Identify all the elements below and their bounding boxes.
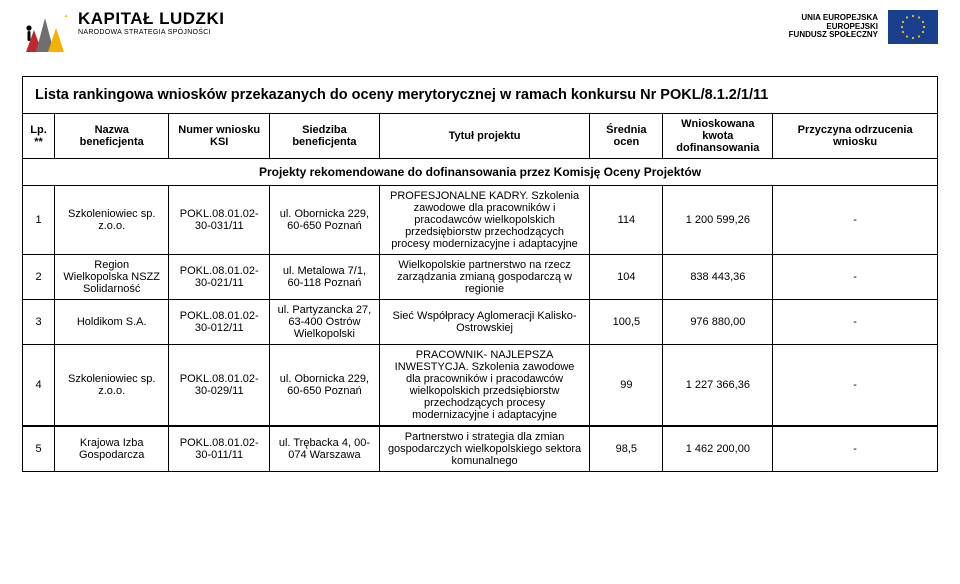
cell-amount: 838 443,36 <box>663 255 773 300</box>
cell-tit: PRACOWNIK- NAJLEPSZA INWESTYCJA. Szkolen… <box>379 345 589 427</box>
eu-text: UNIA EUROPEJSKA EUROPEJSKI FUNDUSZ SPOŁE… <box>789 14 878 40</box>
eu-line3: FUNDUSZ SPOŁECZNY <box>789 31 878 40</box>
table-header-row: Lp.** Nazwa beneficjenta Numer wniosku K… <box>23 114 938 159</box>
logo-left-line1: KAPITAŁ LUDZKI <box>78 10 224 28</box>
subheader-text: Projekty rekomendowane do dofinansowania… <box>23 159 938 186</box>
cell-ksi: POKL.08.01.02-30-012/11 <box>169 300 270 345</box>
cell-tit: Sieć Współpracy Aglomeracji Kalisko- Ost… <box>379 300 589 345</box>
cell-ksi: POKL.08.01.02-30-029/11 <box>169 345 270 427</box>
col-ksi: Numer wniosku KSI <box>169 114 270 159</box>
cell-addr: ul. Obornicka 229, 60-650 Poznań <box>270 345 380 427</box>
cell-reject: - <box>773 345 938 427</box>
cell-reject: - <box>773 426 938 472</box>
table-row: 1 Szkoleniowiec sp. z.o.o. POKL.08.01.02… <box>23 186 938 255</box>
cell-lp: 2 <box>23 255 55 300</box>
cell-reject: - <box>773 300 938 345</box>
table-row: 3 Holdikom S.A. POKL.08.01.02-30-012/11 … <box>23 300 938 345</box>
table-row: 2 Region Wielkopolska NSZZ Solidarność P… <box>23 255 938 300</box>
cell-addr: ul. Trębacka 4, 00-074 Warszawa <box>270 426 380 472</box>
cell-tit: PROFESJONALNE KADRY. Szkolenia zawodowe … <box>379 186 589 255</box>
cell-addr: ul. Partyzancka 27, 63-400 Ostrów Wielko… <box>270 300 380 345</box>
table-subheader: Projekty rekomendowane do dofinansowania… <box>23 159 938 186</box>
cell-ben: Holdikom S.A. <box>55 300 169 345</box>
cell-amount: 976 880,00 <box>663 300 773 345</box>
ranking-table: Lp.** Nazwa beneficjenta Numer wniosku K… <box>22 113 938 472</box>
page: KAPITAŁ LUDZKI NARODOWA STRATEGIA SPÓJNO… <box>0 0 960 584</box>
col-lp: Lp.** <box>23 114 55 159</box>
table-row: 5 Krajowa Izba Gospodarcza POKL.08.01.02… <box>23 426 938 472</box>
col-addr: Siedziba beneficjenta <box>270 114 380 159</box>
logo-right: UNIA EUROPEJSKA EUROPEJSKI FUNDUSZ SPOŁE… <box>789 10 938 44</box>
cell-ben: Region Wielkopolska NSZZ Solidarność <box>55 255 169 300</box>
col-amount: Wnioskowana kwota dofinansowania <box>663 114 773 159</box>
cell-lp: 1 <box>23 186 55 255</box>
cell-ksi: POKL.08.01.02-30-011/11 <box>169 426 270 472</box>
cell-score: 104 <box>590 255 663 300</box>
col-beneficiary: Nazwa beneficjenta <box>55 114 169 159</box>
cell-ksi: POKL.08.01.02-30-021/11 <box>169 255 270 300</box>
cell-ben: Szkoleniowiec sp. z.o.o. <box>55 186 169 255</box>
table-row: 4 Szkoleniowiec sp. z.o.o. POKL.08.01.02… <box>23 345 938 427</box>
cell-addr: ul. Metalowa 7/1, 60-118 Poznań <box>270 255 380 300</box>
cell-lp: 5 <box>23 426 55 472</box>
cell-score: 99 <box>590 345 663 427</box>
kapital-ludzki-icon <box>22 10 68 56</box>
cell-ksi: POKL.08.01.02-30-031/11 <box>169 186 270 255</box>
logo-left: KAPITAŁ LUDZKI NARODOWA STRATEGIA SPÓJNO… <box>22 10 224 56</box>
cell-amount: 1 462 200,00 <box>663 426 773 472</box>
cell-reject: - <box>773 186 938 255</box>
col-project: Tytuł projektu <box>379 114 589 159</box>
cell-tit: Partnerstwo i strategia dla zmian gospod… <box>379 426 589 472</box>
cell-score: 114 <box>590 186 663 255</box>
cell-tit: Wielkopolskie partnerstwo na rzecz zarzą… <box>379 255 589 300</box>
top-logo-bar: KAPITAŁ LUDZKI NARODOWA STRATEGIA SPÓJNO… <box>22 10 938 76</box>
cell-score: 100,5 <box>590 300 663 345</box>
page-title: Lista rankingowa wniosków przekazanych d… <box>22 76 938 113</box>
cell-score: 98,5 <box>590 426 663 472</box>
cell-lp: 3 <box>23 300 55 345</box>
cell-ben: Szkoleniowiec sp. z.o.o. <box>55 345 169 427</box>
cell-amount: 1 227 366,36 <box>663 345 773 427</box>
col-score: Średnia ocen <box>590 114 663 159</box>
logo-left-line2: NARODOWA STRATEGIA SPÓJNOŚCI <box>78 29 224 36</box>
kapital-ludzki-text: KAPITAŁ LUDZKI NARODOWA STRATEGIA SPÓJNO… <box>78 10 224 36</box>
eu-flag-icon <box>888 10 938 44</box>
col-reject: Przyczyna odrzucenia wniosku <box>773 114 938 159</box>
cell-amount: 1 200 599,26 <box>663 186 773 255</box>
cell-lp: 4 <box>23 345 55 427</box>
cell-reject: - <box>773 255 938 300</box>
cell-addr: ul. Obornicka 229, 60-650 Poznań <box>270 186 380 255</box>
cell-ben: Krajowa Izba Gospodarcza <box>55 426 169 472</box>
